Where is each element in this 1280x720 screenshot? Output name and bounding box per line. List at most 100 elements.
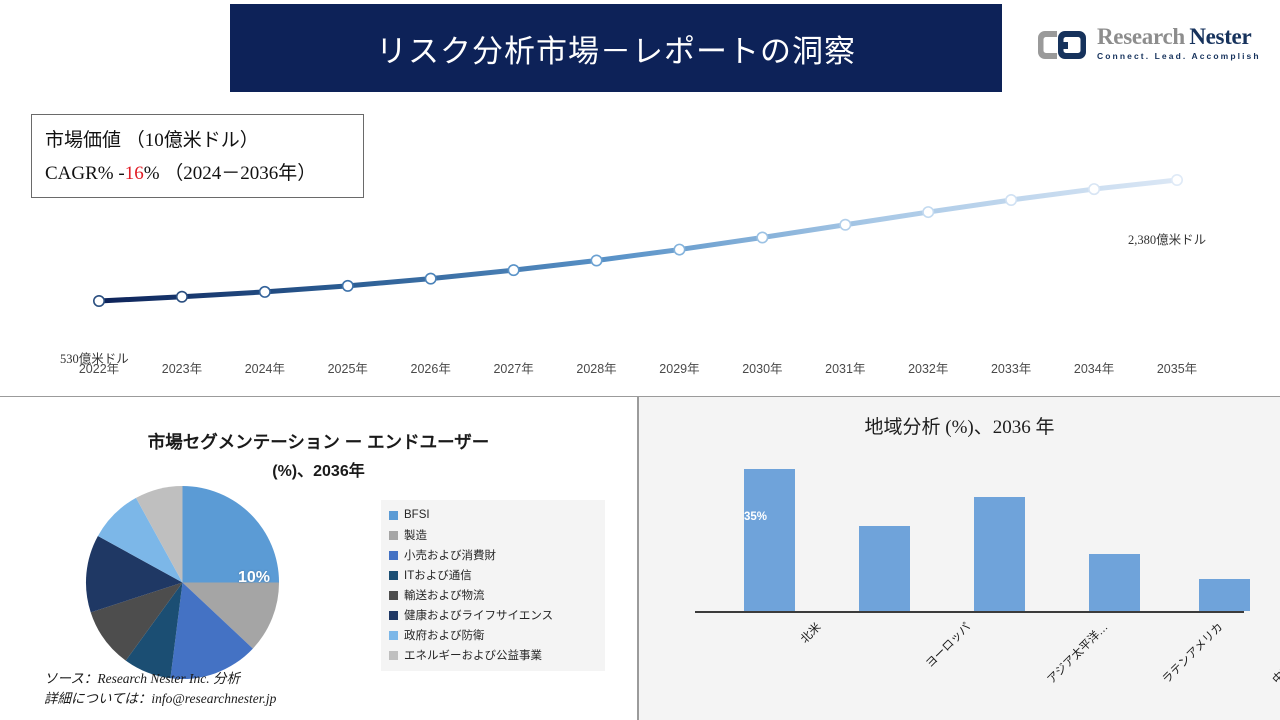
- bar-column: 35%: [744, 469, 795, 611]
- pie-slice: [85, 536, 183, 613]
- segmentation-panel: 市場セグメンテーション ー エンドユーザー (%)、2036年 10% BFSI…: [0, 397, 637, 720]
- legend-label: エネルギーおよび公益事業: [404, 650, 542, 662]
- legend-swatch-icon: [389, 610, 398, 620]
- header-banner: リスク分析市場－レポートの洞察: [230, 4, 1002, 92]
- bar-rect: 35%: [744, 469, 795, 611]
- line-chart-x-axis: 2022年 2023年 2024年 2025年 2026年 2027年 2028年 2029年…: [0, 358, 1280, 384]
- market-value-box: 市場価値 （10億米ドル） CAGR% -16% （2024－2036年）: [31, 114, 364, 198]
- legend-item: 小売および消費財: [389, 545, 599, 565]
- line-end-annotation: 2,380億米ドル: [1128, 233, 1207, 247]
- bar-chart-title: 地域分析 (%)、2036 年: [864, 417, 1055, 438]
- bar-x-tick: ヨーロッパ: [923, 621, 974, 671]
- bar-value-label: 35%: [744, 511, 768, 523]
- legend-label: 健康およびライフサイエンス: [404, 610, 554, 622]
- cagr-suffix: % （2024－2036年）: [143, 163, 317, 185]
- logo-word-research: Research: [1097, 24, 1185, 49]
- bar-x-tick: 北米: [798, 621, 824, 646]
- line-data-point: [590, 254, 603, 267]
- pie-slice: [136, 485, 183, 583]
- pie-title-line2: (%)、2036年: [272, 462, 365, 480]
- line-data-point: [1088, 183, 1101, 196]
- pie-slice: [90, 582, 183, 661]
- source-line-1: ソース：Research Nester Inc. 分析: [44, 671, 241, 686]
- legend-label: BFSI: [404, 509, 430, 521]
- pie-title-line1: 市場セグメンテーション ー エンドユーザー: [147, 432, 490, 452]
- bar-column: [1199, 578, 1250, 611]
- legend-item: 健康およびライフサイエンス: [389, 605, 599, 625]
- logo-tagline: Connect. Lead. Accomplish: [1097, 51, 1261, 61]
- legend-swatch-icon: [389, 550, 398, 560]
- pie-chart-svg: [85, 485, 280, 680]
- legend-swatch-icon: [389, 510, 398, 520]
- legend-item: BFSI: [389, 505, 599, 525]
- panel-divider-horizontal: [0, 396, 1280, 397]
- logo-mark-icon: [1038, 31, 1086, 59]
- x-axis-tick: 2034年: [1073, 362, 1115, 376]
- line-data-point: [673, 243, 686, 256]
- pie-slice: [182, 582, 280, 649]
- bar-chart-axis-line: [695, 611, 1244, 613]
- x-axis-tick: 2032年: [908, 362, 949, 376]
- legend-item: ITおよび通信: [389, 565, 599, 585]
- company-logo: Research Nester Connect. Lead. Accomplis…: [1035, 24, 1260, 76]
- bar-column: [1089, 554, 1140, 611]
- line-data-point: [507, 264, 520, 277]
- line-data-point: [839, 218, 852, 231]
- pie-slice: [97, 497, 183, 583]
- bar-rect: [1089, 554, 1140, 611]
- bar-chart-x-axis: 北米 ヨーロッパ アジア太平洋… ラテンアメリカ 中東とアフリカ: [639, 615, 1280, 710]
- cagr-label: CAGR% -16% （2024－2036年）: [45, 157, 363, 190]
- bar-rect: [859, 525, 910, 611]
- legend-item: エネルギーおよび公益事業: [389, 645, 599, 665]
- x-axis-tick: 2022年: [78, 362, 120, 376]
- line-chart-svg: [93, 174, 1184, 308]
- legend-swatch-icon: [389, 630, 398, 640]
- line-data-point: [424, 272, 437, 285]
- source-line-2: 詳細については：info@researchnester.jp: [44, 690, 277, 706]
- x-axis-tick: 2024年: [244, 362, 285, 376]
- pie-chart-title: 市場セグメンテーション ー エンドユーザー (%)、2036年: [0, 427, 637, 486]
- x-axis-tick: 2026年: [410, 362, 451, 376]
- x-axis-tick: 2028年: [576, 362, 617, 376]
- x-axis-tick: 2025年: [327, 362, 368, 376]
- x-axis-tick: 2023年: [161, 362, 203, 376]
- market-value-line-chart: 530億米ドル 2,380億米ドル: [0, 98, 1280, 396]
- source-note: ソース：Research Nester Inc. 分析 詳細については：info…: [44, 669, 444, 708]
- line-data-point: [1005, 193, 1018, 206]
- pie-chart-legend: BFSI 製造小売および消費財 ITおよび通信輸送および物流健康およびライフサイエン…: [381, 500, 605, 671]
- legend-item: 政府および防衛: [389, 625, 599, 645]
- bar-column: [859, 525, 910, 611]
- legend-label: 製造: [404, 530, 427, 542]
- bar-x-tick: アジア太平洋…: [1045, 621, 1111, 687]
- x-axis-tick: 2029年: [659, 362, 700, 376]
- logo-word-nester: Nester: [1189, 24, 1252, 49]
- line-data-point: [756, 231, 769, 244]
- x-axis-tick: 2030年: [742, 362, 783, 376]
- cagr-value: 16: [124, 163, 144, 185]
- pie-slice: [125, 582, 183, 679]
- legend-item: 輸送および物流: [389, 585, 599, 605]
- pie-chart: [85, 485, 280, 680]
- market-value-label: 市場価値 （10億米ドル）: [45, 130, 259, 151]
- legend-swatch-icon: [389, 590, 398, 600]
- x-axis-tick: 2031年: [825, 362, 866, 376]
- legend-label: 輸送および物流: [404, 590, 485, 602]
- bar-x-tick: ラテンアメリカ: [1160, 621, 1226, 687]
- x-axis-tick: 2033年: [990, 362, 1032, 376]
- bar-rect: [1199, 578, 1250, 611]
- bar-column: [974, 497, 1025, 611]
- line-data-point: [1171, 174, 1184, 187]
- legend-swatch-icon: [389, 530, 398, 540]
- legend-label: 小売および消費財: [404, 550, 496, 562]
- legend-label: ITおよび通信: [404, 570, 472, 582]
- bar-x-tick: 中東とアフリカ: [1270, 621, 1280, 687]
- x-axis-tick: 2027年: [493, 362, 534, 376]
- bar-rect: [974, 497, 1025, 611]
- legend-swatch-icon: [389, 650, 398, 660]
- pie-slice: [170, 582, 253, 680]
- line-data-point: [175, 290, 188, 303]
- legend-swatch-icon: [389, 570, 398, 580]
- pie-slice: [182, 485, 280, 583]
- cagr-prefix: CAGR% -: [45, 163, 125, 185]
- panel-divider-vertical: [637, 397, 639, 720]
